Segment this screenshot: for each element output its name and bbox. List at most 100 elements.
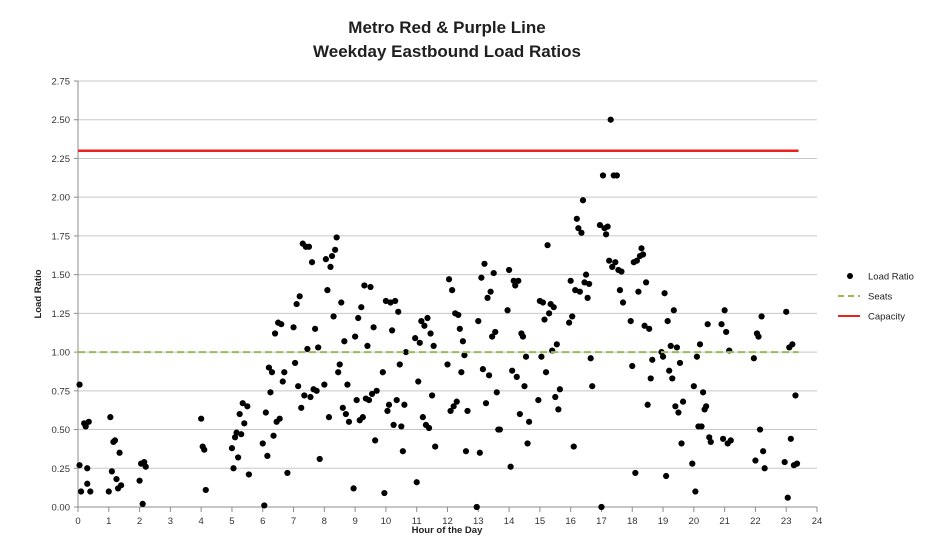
- data-point: [490, 269, 497, 277]
- data-point: [707, 438, 714, 446]
- y-tick-label: 0.50: [52, 425, 71, 436]
- data-point: [271, 330, 279, 337]
- data-point: [85, 418, 92, 425]
- data-point: [342, 410, 349, 418]
- data-point: [361, 282, 368, 289]
- data-point: [381, 489, 388, 497]
- data-point: [425, 424, 433, 432]
- data-point: [278, 321, 285, 328]
- data-point: [629, 362, 636, 370]
- data-point: [678, 440, 685, 447]
- data-point: [201, 446, 208, 453]
- x-tick-label: 5: [229, 516, 234, 527]
- data-point: [612, 259, 619, 266]
- data-point: [395, 308, 402, 315]
- data-point: [456, 325, 463, 332]
- x-tick-label: 9: [352, 516, 357, 527]
- data-point: [396, 361, 403, 368]
- data-point: [335, 369, 342, 376]
- data-point: [672, 403, 679, 410]
- data-point: [492, 328, 499, 336]
- data-point: [198, 415, 205, 422]
- y-tick-label: 0.00: [52, 503, 71, 514]
- data-point: [415, 378, 422, 385]
- data-point: [298, 404, 305, 411]
- data-point: [570, 443, 577, 450]
- y-tick-label: 2.00: [52, 193, 71, 204]
- data-point: [461, 352, 468, 359]
- data-point: [781, 458, 788, 466]
- x-tick-label: 13: [473, 516, 484, 527]
- y-tick-label: 0.25: [52, 464, 71, 475]
- data-point: [455, 311, 462, 319]
- data-point: [721, 307, 728, 314]
- data-point: [760, 448, 767, 455]
- data-point: [750, 355, 757, 362]
- data-point: [783, 308, 790, 315]
- data-point: [535, 397, 542, 404]
- data-point: [308, 259, 316, 266]
- data-point: [421, 322, 428, 329]
- data-point: [504, 307, 511, 314]
- data-point: [450, 403, 457, 410]
- x-tick-label: 11: [412, 516, 422, 527]
- data-point: [105, 488, 112, 495]
- data-point: [270, 432, 277, 439]
- data-point: [238, 431, 245, 438]
- data-point: [447, 407, 454, 415]
- data-point: [418, 318, 425, 325]
- data-point: [664, 318, 671, 325]
- data-point: [704, 321, 711, 328]
- data-point: [399, 448, 406, 455]
- data-point: [524, 440, 531, 447]
- axes: [74, 80, 818, 512]
- data-point: [633, 257, 640, 264]
- data-point: [646, 325, 653, 332]
- data-point: [265, 364, 273, 371]
- data-point: [379, 369, 386, 376]
- data-point: [118, 482, 125, 489]
- data-point: [482, 400, 490, 407]
- data-point: [370, 324, 377, 331]
- data-point: [293, 300, 300, 308]
- data-point: [546, 310, 553, 317]
- data-point: [638, 245, 645, 252]
- data-point: [589, 383, 596, 390]
- data-point: [324, 287, 331, 294]
- data-point: [279, 378, 286, 385]
- data-point: [599, 172, 607, 179]
- data-point: [522, 353, 530, 360]
- x-tick-labels: 0 1 2 3 4 5 6 7 8 9 10 11 12 13 14 15 16 17 18 19 20 21 22 23 24: [75, 516, 822, 527]
- data-point: [307, 393, 314, 401]
- data-point: [341, 338, 348, 345]
- y-tick-label: 1.50: [52, 270, 71, 281]
- data-point: [723, 328, 730, 336]
- data-point: [607, 116, 614, 123]
- data-point: [353, 397, 360, 404]
- data-point: [667, 342, 674, 349]
- data-point: [567, 277, 574, 284]
- y-tick-label: 1.75: [52, 231, 71, 242]
- x-tick-label: 18: [627, 516, 638, 527]
- data-point: [364, 342, 371, 349]
- data-point: [727, 437, 734, 444]
- data-point: [322, 256, 329, 263]
- data-point: [676, 359, 684, 367]
- data-point: [111, 437, 119, 444]
- data-point: [444, 361, 451, 368]
- data-point: [566, 319, 573, 326]
- x-axis-title: Hour of the Day: [412, 525, 483, 536]
- data-point: [449, 287, 456, 294]
- data-point: [276, 415, 283, 422]
- y-tick-label: 1.25: [52, 309, 71, 320]
- x-tick-label: 22: [750, 516, 761, 527]
- data-point: [789, 341, 796, 348]
- gridlines: [78, 80, 817, 469]
- data-point: [301, 392, 308, 399]
- data-point: [430, 342, 437, 349]
- data-point: [487, 288, 494, 295]
- data-point: [512, 282, 519, 289]
- data-point: [372, 437, 379, 444]
- y-axis-title: Load Ratio: [33, 269, 44, 318]
- data-point: [333, 234, 340, 241]
